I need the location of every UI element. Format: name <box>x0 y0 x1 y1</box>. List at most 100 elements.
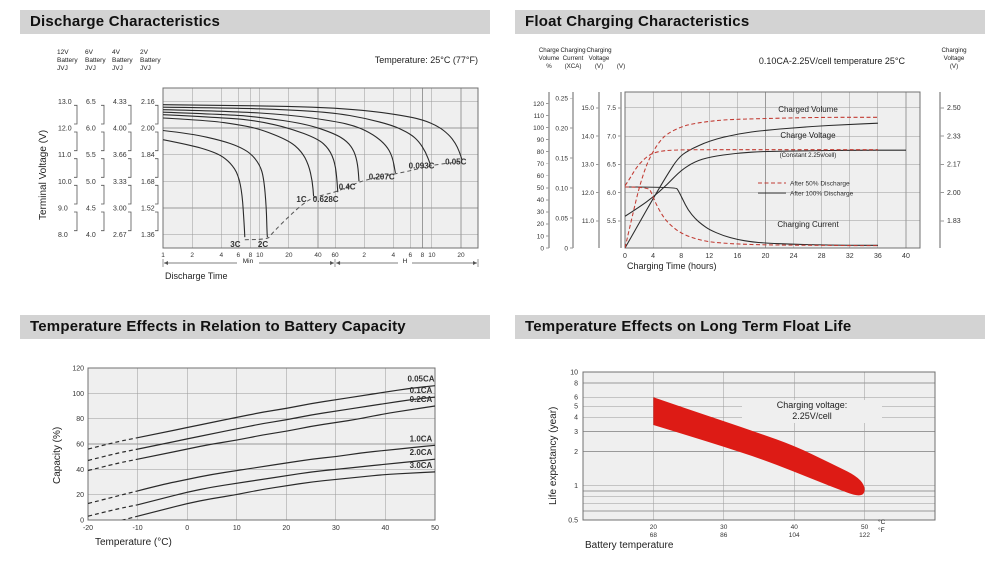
tick-label: 1.68 <box>141 179 155 186</box>
scale-caption-4v: 4V Battery JVJ <box>112 49 133 73</box>
tick-label: 80 <box>537 149 545 156</box>
tick-label: 13.0 <box>58 99 72 106</box>
tick-label: 40 <box>382 525 390 532</box>
tick-label: 8 <box>574 380 578 387</box>
tick-label: 110 <box>534 113 545 120</box>
tick-label: 50 <box>861 524 869 531</box>
tick-label: 8 <box>249 252 253 259</box>
tick-label: 40 <box>537 197 545 204</box>
float-life-charging-voltage-note: Charging voltage: 2.25V/cell <box>742 400 882 423</box>
tick-label: 12.0 <box>58 126 72 133</box>
tick-label: 2.16 <box>141 99 155 106</box>
label-charge-voltage: Charge Voltage <box>780 131 836 140</box>
tick-label: 2 <box>574 449 578 456</box>
capacity-y-axis-label: Capacity (%) <box>52 426 63 485</box>
tick-label: 6.5 <box>86 99 96 106</box>
tick-label: 100 <box>72 391 84 398</box>
mini-axis-caption-voltage6: (V) <box>616 62 626 70</box>
tick-label: 2 <box>362 252 366 259</box>
capacity-x-axis-label: Temperature (°C) <box>95 537 172 548</box>
tick-label: 6 <box>574 395 578 402</box>
tick-label: 3C <box>230 240 240 249</box>
tick-label: 1.36 <box>141 232 155 239</box>
tick-label: 1 <box>161 252 165 259</box>
tick-label: 90 <box>537 137 545 144</box>
tick-label: 14.0 <box>581 133 594 140</box>
tick-label: -10 <box>133 525 143 532</box>
tick-label: 10 <box>537 233 545 240</box>
float-life-y-axis-label: Life expectancy (year) <box>548 406 559 506</box>
tick-label: 7.0 <box>607 133 616 140</box>
tick-label: 10 <box>256 252 264 259</box>
tick-label: 8.0 <box>58 232 68 239</box>
tick-label: 1 <box>574 483 578 490</box>
tick-label: 2.0CA <box>410 448 433 457</box>
scale-caption-12v: 12V Battery JVJ <box>57 49 78 73</box>
tick-label: 9.0 <box>58 206 68 213</box>
tick-label: 30 <box>720 524 728 531</box>
tick-label: 36 <box>874 253 882 260</box>
tick-label: 0.05CA <box>407 375 434 384</box>
tick-label: 5.0 <box>86 179 96 186</box>
section-title-float-life: Temperature Effects on Long Term Float L… <box>515 315 985 339</box>
tick-label: 4 <box>392 252 396 259</box>
tick-label: 32 <box>846 253 854 260</box>
tick-label: 2 <box>190 252 194 259</box>
tick-label: 86 <box>720 532 728 539</box>
discharge-hour-unit-label: H <box>398 258 412 265</box>
tick-label: 20 <box>457 252 465 259</box>
tick-label: 2.00 <box>141 126 155 133</box>
tick-label: After 100% Discharge <box>790 191 854 198</box>
tick-label: 4.00 <box>113 126 127 133</box>
tick-label: 0 <box>185 525 189 532</box>
mini-axis-caption-current: Charging Current (XCA) <box>560 47 586 70</box>
scale-caption-6v: 6V Battery JVJ <box>85 49 106 73</box>
tick-label: 80 <box>76 416 84 423</box>
tick-label: 3.66 <box>113 152 127 159</box>
tick-label: 5.5 <box>86 152 96 159</box>
float-charging-x-axis-label: Charging Time (hours) <box>627 261 717 271</box>
tick-label: -20 <box>83 525 93 532</box>
tick-label: 122 <box>859 532 870 539</box>
tick-label: 1.52 <box>141 206 155 213</box>
tick-label: 5 <box>574 404 578 411</box>
label-charging-current: Charging Current <box>777 220 839 229</box>
tick-label: 0.093C <box>409 162 435 171</box>
tick-label: 0 <box>623 253 627 260</box>
float-life-unit-fahrenheit: °F <box>878 527 885 534</box>
section-title-float-charging: Float Charging Characteristics <box>515 10 985 34</box>
section-title-discharge: Discharge Characteristics <box>20 10 490 34</box>
tick-label: 10 <box>570 369 578 376</box>
tick-label: 13.0 <box>581 162 594 169</box>
tick-label: 4.0 <box>86 232 96 239</box>
tick-label: 2.17 <box>947 162 961 169</box>
tick-label: After 50% Discharge <box>790 181 850 188</box>
tick-label: 5.5 <box>607 218 616 225</box>
tick-label: 24 <box>790 253 798 260</box>
tick-label: 12.0 <box>581 190 594 197</box>
tick-label: 3.00 <box>113 206 127 213</box>
tick-label: 0.628C <box>313 195 339 204</box>
tick-label: 3 <box>574 429 578 436</box>
tick-label: 120 <box>533 101 544 108</box>
tick-label: 15.0 <box>581 105 594 112</box>
tick-label: 0.20 <box>555 125 568 132</box>
tick-label: 0.05C <box>445 157 467 166</box>
tick-label: 40 <box>791 524 799 531</box>
tick-label: 4 <box>651 253 655 260</box>
tick-label: 2.50 <box>947 105 961 112</box>
tick-label: 104 <box>789 532 800 539</box>
tick-label: 20 <box>650 524 658 531</box>
tick-label: 11.0 <box>582 218 595 225</box>
tick-label: 20 <box>537 221 545 228</box>
tick-label: 4 <box>574 415 578 422</box>
mini-axis-caption-volume: Charge Volume % <box>538 47 560 70</box>
tick-label: 6.0 <box>86 126 96 133</box>
mini-axis-caption-voltage12: Charging Voltage (V) <box>586 47 612 70</box>
discharge-min-unit-label: Min <box>237 258 259 265</box>
discharge-x-axis-label: Discharge Time <box>165 271 228 281</box>
tick-label: 8 <box>679 253 683 260</box>
float-charging-plot: After 50% Discharge After 100% Discharge 0… <box>533 91 961 260</box>
discharge-temp-note: Temperature: 25°C (77°F) <box>374 55 478 65</box>
